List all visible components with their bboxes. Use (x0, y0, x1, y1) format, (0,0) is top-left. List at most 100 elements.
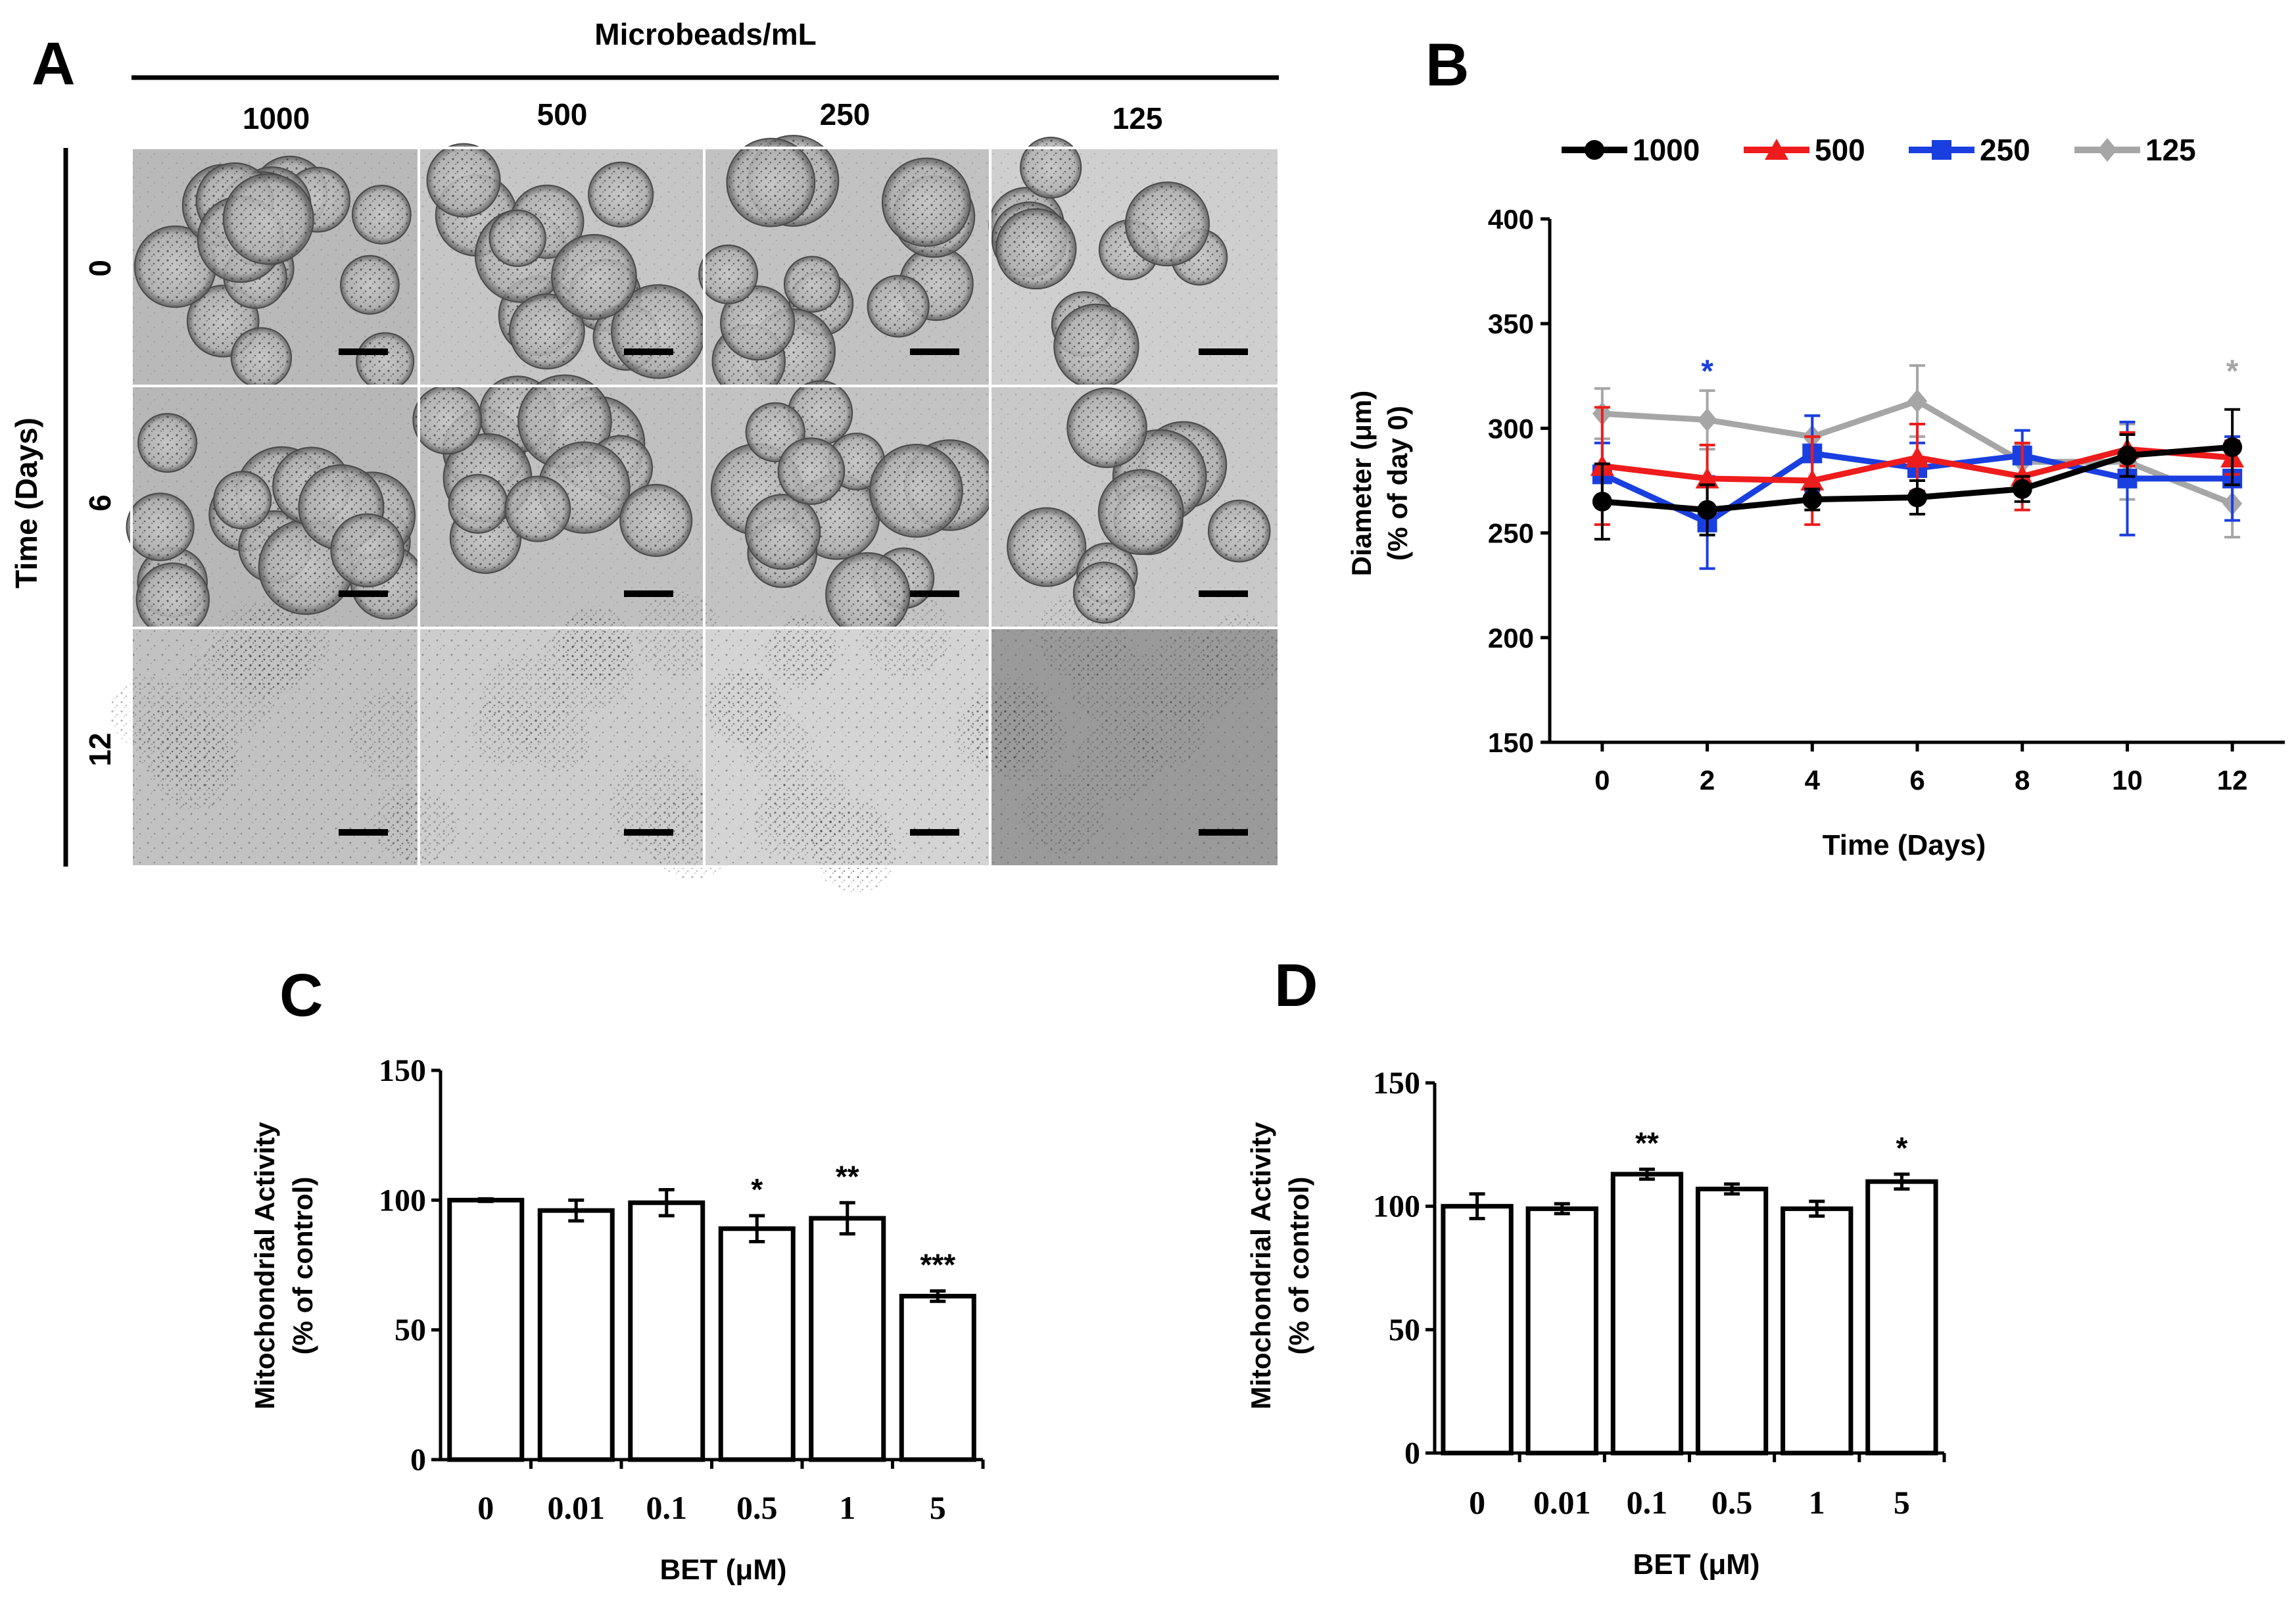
c-bar (537, 1208, 615, 1462)
microbead-cells (429, 145, 498, 215)
d-y-tick-label: 0 (1404, 1436, 1420, 1471)
b-legend-entry-250: 250 (1909, 133, 2030, 167)
b-significance-marker: * (1701, 354, 1713, 389)
microbead-outline (509, 293, 585, 370)
degraded-bead (1143, 631, 1235, 723)
scale-bar (910, 590, 959, 597)
d-significance-marker: * (1896, 1131, 1907, 1165)
degraded-bead (1022, 773, 1104, 855)
microbead-outline (126, 492, 195, 561)
microbead-cells (997, 210, 1074, 287)
b-data-point (2012, 479, 2032, 499)
degraded-bead (540, 614, 637, 712)
degraded-bead (1077, 717, 1160, 800)
b-x-axis-title: Time (Days) (1823, 829, 1986, 861)
microbead-cells (1100, 471, 1182, 553)
microbead-outline (720, 285, 796, 361)
scale-bar (1199, 590, 1248, 597)
c-x-tick-label: 0 (477, 1489, 494, 1526)
microbead-outline (783, 256, 841, 313)
microbead-outline (186, 285, 260, 358)
microbead-outline (588, 161, 654, 227)
b-legend-entry-125: 125 (2074, 133, 2196, 167)
d-x-tick-label: 1 (1809, 1484, 1825, 1521)
d-x-tick-label: 0.5 (1711, 1484, 1753, 1521)
c-y-axis-title: Mitochondrial Activity (249, 1122, 280, 1410)
b-data-point (1697, 500, 1717, 520)
degraded-bead (861, 588, 950, 677)
b-series-1000 (1592, 408, 2243, 541)
panel-b: B 150 200 250 300 350 400 0 2 4 6 8 10 12 Time (Days)… (1346, 32, 2285, 861)
c-bar (628, 1200, 706, 1462)
microbead-cells (136, 227, 214, 306)
micrograph-cell (703, 588, 989, 894)
c-y-axis-subtitle: (% of control) (287, 1177, 318, 1355)
row-label-0: 0 (83, 260, 117, 277)
microbead-outline (745, 402, 805, 462)
microbeads-title: Microbeads/mL (594, 17, 816, 51)
b-x-tick-label: 12 (2217, 765, 2248, 796)
scale-bar (339, 829, 388, 836)
microbead-cells (723, 288, 793, 358)
degraded-bead (152, 725, 237, 810)
c-x-tick-label: 1 (839, 1489, 855, 1526)
c-bar (718, 1226, 796, 1462)
d-bar (1781, 1206, 1854, 1456)
microbead-cells (622, 486, 690, 554)
microbead-cells (233, 329, 290, 386)
microbead-outline (426, 143, 501, 218)
c-y-tick-label: 150 (379, 1053, 426, 1088)
b-legend-marker (1932, 140, 1951, 160)
microbead-outline (222, 173, 314, 265)
b-legend-marker (2097, 138, 2117, 162)
scale-bar (624, 590, 673, 597)
b-data-point (1905, 446, 1929, 467)
microbead-cells (786, 258, 838, 310)
microbead-outline (504, 475, 571, 542)
microbead-outline (330, 513, 405, 588)
microbead-outline (777, 437, 846, 505)
column-label-500: 500 (537, 97, 588, 131)
b-x-tick-label: 2 (1700, 765, 1715, 796)
microbead-cells (1210, 502, 1268, 560)
micrograph-cell (706, 380, 996, 638)
microbead-cells (869, 277, 927, 335)
microbead-cells (1127, 184, 1207, 264)
b-x-tick-label: 0 (1594, 765, 1610, 796)
chart-d: 0 50 100 150 0 0.01 0.1 ** 0.5 1 5 * BET (μM) Mitocho… (1245, 1066, 1946, 1581)
b-legend-marker (1585, 140, 1604, 160)
c-bar (809, 1216, 886, 1462)
degraded-bead (636, 591, 721, 677)
micrograph-cell (953, 591, 1280, 865)
micrograph-cell (992, 387, 1278, 627)
b-data-point (1697, 408, 1717, 432)
d-y-axis-subtitle: (% of control) (1283, 1177, 1314, 1355)
microbead-cells (415, 387, 480, 452)
d-x-axis-title: BET (μM) (1633, 1548, 1759, 1581)
c-y-tick-label: 50 (395, 1313, 426, 1348)
b-data-point (2222, 437, 2243, 458)
d-bar (1525, 1206, 1598, 1456)
scale-bar (1199, 829, 1248, 836)
microbead-cells (140, 416, 195, 471)
c-y-tick-label: 100 (379, 1183, 426, 1218)
scale-bar (624, 348, 673, 355)
microbead-outline (489, 209, 546, 268)
microbead-outline (1066, 387, 1147, 468)
chart-c: 0 50 100 150 0 0.01 0.1 0.5 * 1 ** 5 *** BET (μM) Mito… (249, 1053, 985, 1586)
microbead-outline (213, 471, 272, 530)
microbead-outline (698, 244, 759, 304)
microbead-cells (358, 335, 412, 389)
b-legend-label: 250 (1980, 133, 2030, 167)
time-axis-title: Time (Days) (9, 418, 43, 588)
b-legend-label: 1000 (1633, 133, 1700, 167)
degraded-bead (711, 671, 782, 742)
b-data-point (1802, 489, 1823, 510)
column-label-1000: 1000 (243, 101, 310, 135)
d-y-tick-label: 100 (1373, 1189, 1420, 1224)
microbead-cells (554, 236, 634, 318)
microbead-outline (1124, 181, 1210, 267)
microbead-cells (1009, 510, 1084, 585)
d-bar (1695, 1186, 1769, 1456)
microbead-cells (871, 446, 961, 535)
